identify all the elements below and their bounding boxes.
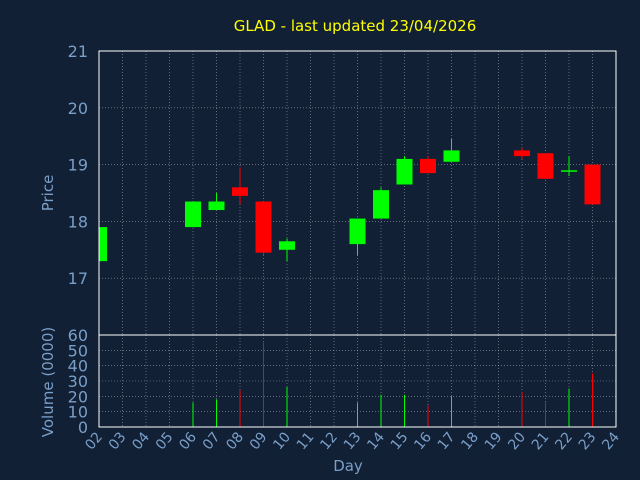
candle-body bbox=[255, 201, 272, 253]
volume-axis-label: Volume (0000) bbox=[39, 327, 57, 437]
candle-body bbox=[420, 158, 436, 174]
candle-body bbox=[561, 170, 577, 172]
volume-tick-label: 50 bbox=[68, 341, 88, 360]
volume-panel-frame bbox=[98, 334, 617, 428]
candle-body bbox=[443, 150, 460, 162]
volume-bars bbox=[192, 342, 593, 427]
price-tick-label: 21 bbox=[68, 42, 88, 61]
price-tick-label: 19 bbox=[68, 156, 88, 175]
volume-tick-label: 0 bbox=[78, 418, 88, 437]
candle-body bbox=[279, 241, 295, 250]
candle-body bbox=[584, 164, 601, 205]
chart-title: GLAD - last updated 23/04/2026 bbox=[234, 17, 477, 35]
volume-tick-label: 20 bbox=[68, 387, 88, 406]
candle-body bbox=[99, 227, 107, 262]
candle-body bbox=[537, 153, 554, 179]
candle-body bbox=[349, 218, 366, 245]
candle-body bbox=[373, 190, 389, 219]
candle-body bbox=[232, 187, 248, 196]
candle-body bbox=[514, 150, 530, 157]
volume-tick-label: 40 bbox=[68, 357, 88, 376]
candle-body bbox=[208, 201, 225, 211]
price-tick-label: 17 bbox=[68, 269, 88, 288]
x-axis: 02 03 04 05 06 07 08 09 10 11 12 13 14 15 16 17 18 19 20 21… bbox=[82, 429, 623, 453]
volume-tick-label: 10 bbox=[68, 403, 88, 422]
volume-tick-label: 60 bbox=[68, 326, 88, 345]
x-axis-label: Day bbox=[333, 457, 363, 475]
price-axis-label: Price bbox=[39, 175, 57, 212]
price-candles bbox=[98, 139, 601, 262]
price-y-axis: 21 20 19 18 17 bbox=[68, 42, 88, 288]
candle-body bbox=[185, 201, 201, 228]
price-tick-label: 18 bbox=[68, 212, 88, 231]
volume-tick-label: 30 bbox=[68, 372, 88, 391]
price-tick-label: 20 bbox=[68, 99, 88, 118]
candle-body bbox=[396, 158, 413, 185]
